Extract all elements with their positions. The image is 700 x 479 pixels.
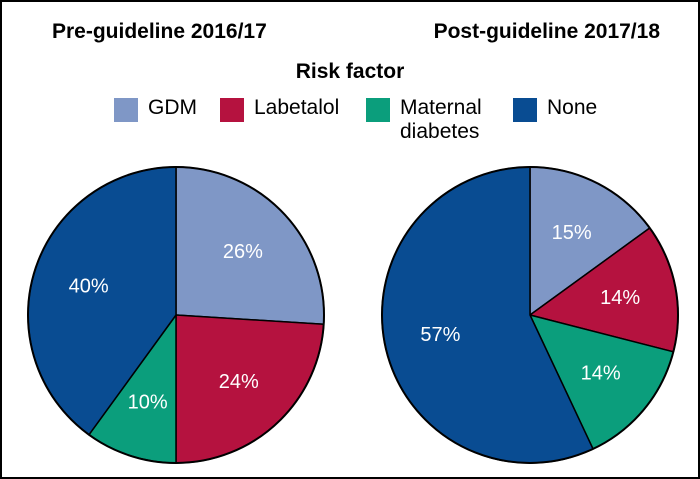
chart-title-post: Post-guideline 2017/18	[433, 20, 660, 43]
pie-1-outline	[381, 166, 679, 464]
pie-0-label-1: 24%	[219, 371, 259, 393]
legend-label-none: None	[547, 96, 598, 119]
pie-0-outline	[27, 166, 325, 464]
legend-swatch-none	[513, 98, 537, 122]
legend-label-labetalol: Labetalol	[254, 96, 340, 119]
pie-0-label-0: 26%	[223, 241, 263, 263]
chart-title-pre: Pre-guideline 2016/17	[52, 20, 267, 43]
pie-0: 26% 24% 10% 40%	[27, 166, 325, 464]
legend-swatch-labetalol	[220, 98, 244, 122]
pie-1-label-1: 14%	[600, 287, 640, 309]
legend-label-maternal-diabetes: Maternal diabetes	[400, 96, 482, 143]
legend-swatch-gdm	[114, 98, 138, 122]
pie-0-label-2: 10%	[128, 391, 168, 413]
pie-1-label-3: 57%	[420, 324, 460, 346]
pie-1-label-2: 14%	[581, 363, 621, 385]
legend-label-gdm: GDM	[148, 96, 197, 119]
legend-swatch-maternal-diabetes	[366, 98, 390, 122]
pie-0-label-3: 40%	[69, 276, 109, 298]
pie-1-label-0: 15%	[552, 222, 592, 244]
pie-1: 15% 14% 14% 57%	[381, 166, 679, 464]
legend-title: Risk factor	[295, 60, 405, 83]
